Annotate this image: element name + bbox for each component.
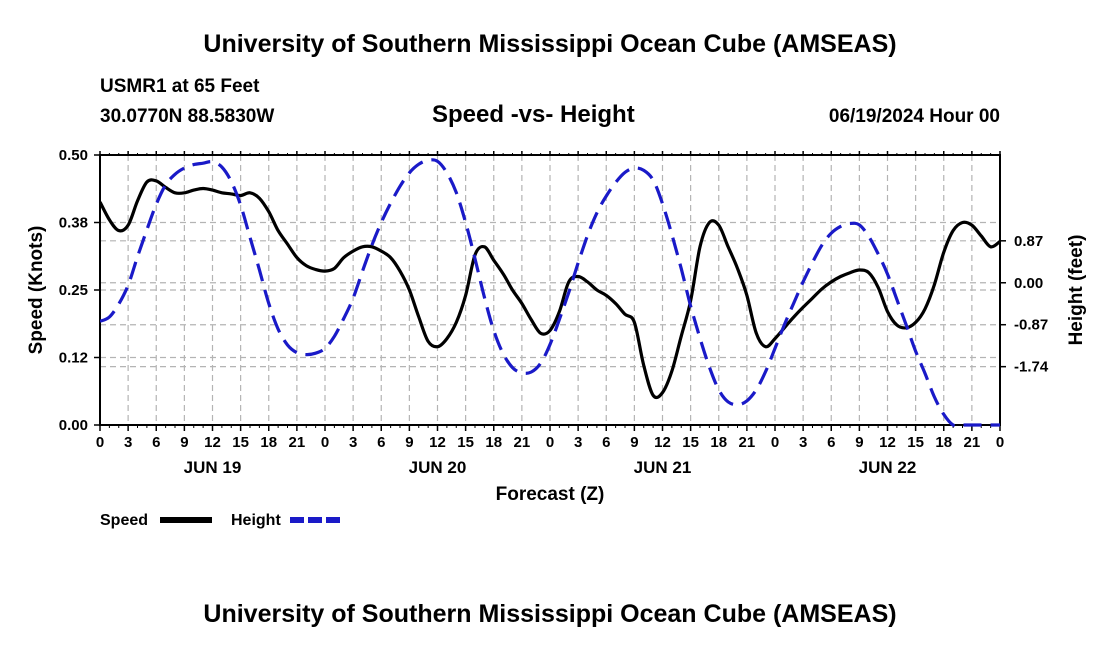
- x-tick-label: 9: [180, 434, 188, 451]
- x-tick-label: 0: [771, 434, 779, 451]
- y-tick-label: 0.12: [59, 350, 88, 367]
- footer-title: University of Southern Mississippi Ocean…: [203, 600, 897, 628]
- x-tick-label: 21: [739, 434, 756, 451]
- chart-subtitle: Speed -vs- Height: [432, 101, 635, 128]
- x-tick-label: 21: [289, 434, 306, 451]
- x-tick-label: 21: [964, 434, 981, 451]
- y-axis-label: Speed (Knots): [26, 226, 47, 355]
- x-tick-label: 18: [710, 434, 727, 451]
- x-tick-label: 0: [996, 434, 1004, 451]
- legend-height-label: Height: [231, 512, 281, 529]
- day-label: JUN 19: [184, 458, 242, 477]
- series-group: [100, 158, 1000, 427]
- day-label: JUN 21: [634, 458, 692, 477]
- x-tick-label: 12: [429, 434, 446, 451]
- x-tick-label: 0: [546, 434, 554, 451]
- x-tick-label: 21: [514, 434, 531, 451]
- x-tick-label: 0: [321, 434, 329, 451]
- x-tick-label: 18: [935, 434, 952, 451]
- y-tick-label: 0.00: [59, 417, 88, 434]
- x-tick-label: 18: [260, 434, 277, 451]
- x-tick-label: 9: [855, 434, 863, 451]
- y-tick-label: 0.25: [59, 282, 88, 299]
- x-tick-label: 6: [152, 434, 160, 451]
- speed-series-line: [100, 178, 1000, 400]
- legend-speed-label: Speed: [100, 512, 148, 529]
- x-tick-label: 3: [349, 434, 357, 451]
- y2-tick-label: -0.87: [1014, 317, 1048, 334]
- x-tick-label: 0: [96, 434, 104, 451]
- chart-title: University of Southern Mississippi Ocean…: [203, 30, 897, 58]
- x-tick-label: 3: [574, 434, 582, 451]
- y-tick-label: 0.38: [59, 215, 88, 232]
- station-label: USMR1 at 65 Feet: [100, 76, 260, 97]
- y-tick-label: 0.50: [59, 147, 88, 164]
- day-label: JUN 22: [859, 458, 917, 477]
- x-tick-label: 9: [405, 434, 413, 451]
- y2-tick-label: 0.00: [1014, 275, 1043, 292]
- x-axis-label: Forecast (Z): [496, 484, 605, 505]
- x-tick-label: 15: [457, 434, 474, 451]
- y2-tick-label: -1.74: [1014, 359, 1049, 376]
- x-tick-label: 6: [377, 434, 385, 451]
- x-tick-label: 6: [602, 434, 610, 451]
- run-time-label: 06/19/2024 Hour 00: [828, 106, 1000, 127]
- x-tick-label: 3: [799, 434, 807, 451]
- x-tick-label: 3: [124, 434, 132, 451]
- y2-tick-label: 0.87: [1014, 233, 1043, 250]
- x-tick-label: 12: [204, 434, 221, 451]
- height-series-line: [100, 158, 1000, 427]
- x-tick-label: 15: [682, 434, 699, 451]
- x-tick-label: 9: [630, 434, 638, 451]
- day-label: JUN 20: [409, 458, 467, 477]
- x-tick-label: 18: [485, 434, 502, 451]
- x-tick-label: 15: [907, 434, 924, 451]
- y2-axis-label: Height (feet): [1066, 235, 1087, 346]
- coordinates-label: 30.0770N 88.5830W: [100, 106, 275, 127]
- x-tick-label: 12: [879, 434, 896, 451]
- x-tick-label: 12: [654, 434, 671, 451]
- x-tick-label: 15: [232, 434, 249, 451]
- x-tick-label: 6: [827, 434, 835, 451]
